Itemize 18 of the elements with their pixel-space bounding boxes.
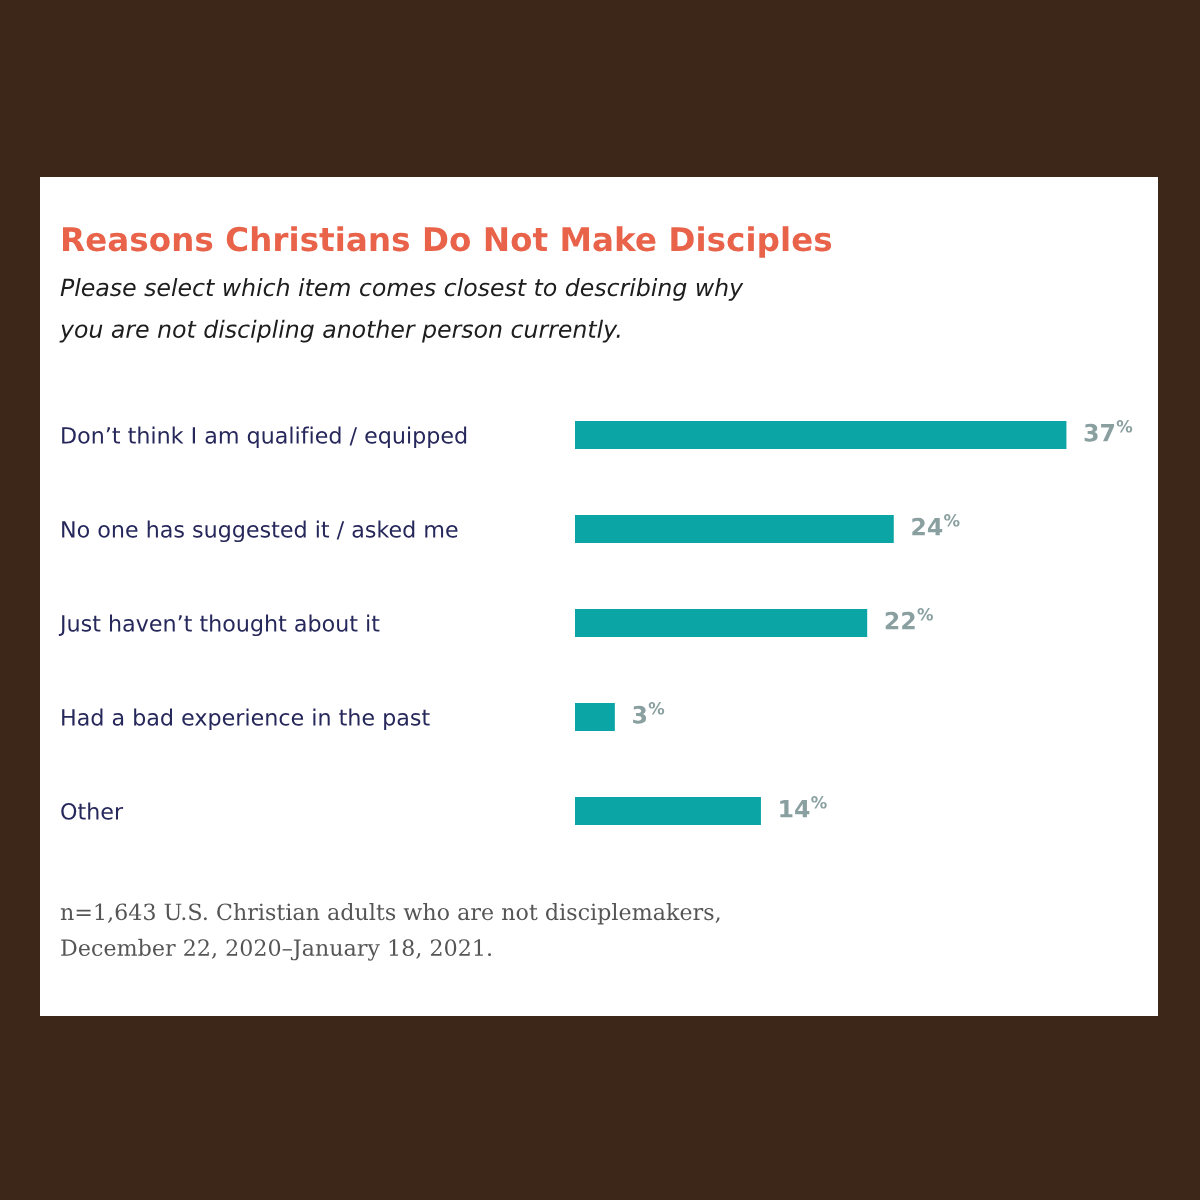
y-tick-label: Just haven’t thought about it xyxy=(58,614,380,637)
y-tick-label: Other xyxy=(61,802,124,820)
data-label: 22$^{%}$ xyxy=(885,608,933,630)
chart-title: Reasons Christians Do Not Make Disciples xyxy=(63,226,832,258)
y-tick-label: No one has suggested it / asked me xyxy=(62,520,458,543)
bar xyxy=(575,514,894,544)
y-tick-label: Don’t think I am qualified / equipped xyxy=(62,426,467,449)
chart-subtitle: Please select which item comes closest to describing why you are not discipling another person currently. xyxy=(59,278,744,343)
data-label: 37$^{%}$ xyxy=(1084,420,1133,442)
text: n=1,643 U.S. Christian adults who are not disciplemakers, December 22, 2020–January 18, 2021. xyxy=(60,903,720,961)
bar xyxy=(575,702,615,732)
bar xyxy=(575,796,761,826)
bar xyxy=(575,420,1067,450)
data-label: 3$^{%}$ xyxy=(633,702,665,724)
bar xyxy=(575,608,868,638)
y-tick-label: Had a bad experience in the past xyxy=(62,708,430,731)
data-label: 14$^{%}$ xyxy=(780,796,827,818)
data-label: 24$^{%}$ xyxy=(912,514,960,536)
